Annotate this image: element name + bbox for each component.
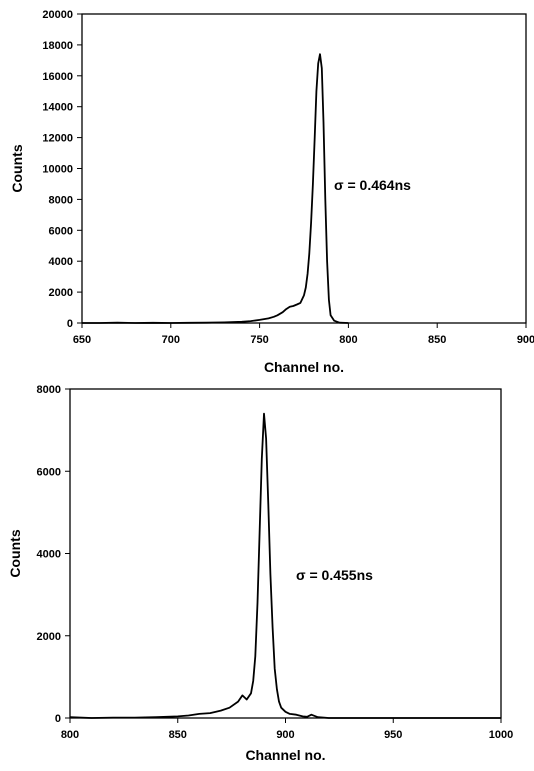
top-chart: 0 2000 4000 6000 8000 10000 12000 14000 16000 180… (0, 0, 534, 385)
y-tick-label: 8000 (37, 385, 61, 396)
plot-frame (81, 13, 527, 324)
plot-frame (69, 388, 502, 719)
y-tick-label: 14000 (42, 102, 73, 114)
x-tick-label: 800 (61, 729, 79, 741)
y-tick-label: 0 (55, 713, 61, 725)
y-tick-label: 2000 (49, 287, 73, 299)
sigma-annotation: σ = 0.464ns (334, 177, 411, 193)
x-axis-label: Channel no. (264, 359, 344, 375)
bottom-chart-svg: 0 2000 4000 6000 8000 800 850 900 950 1000 Channel… (7, 385, 513, 763)
y-tick-label: 4000 (49, 256, 73, 268)
y-tick-label: 12000 (42, 133, 73, 145)
x-tick-label: 700 (162, 334, 180, 346)
y-axis-label: Counts (7, 529, 23, 577)
y-tick-label: 6000 (49, 225, 73, 237)
y-tick-label: 10000 (42, 164, 73, 176)
y-tick-label: 18000 (42, 40, 73, 52)
y-tick-label: 8000 (49, 194, 73, 206)
y-tick-label: 0 (67, 318, 73, 330)
x-tick-label: 850 (169, 729, 187, 741)
x-tick-label: 1000 (489, 729, 513, 741)
bottom-chart: 0 2000 4000 6000 8000 800 850 900 950 1000 Channel… (0, 385, 534, 771)
x-tick-label: 750 (250, 334, 268, 346)
sigma-annotation: σ = 0.455ns (296, 567, 373, 583)
x-tick-label: 650 (73, 334, 91, 346)
x-tick-label: 950 (384, 729, 402, 741)
y-tick-label: 20000 (42, 9, 73, 21)
y-tick-label: 2000 (37, 631, 61, 643)
x-tick-label: 850 (428, 334, 446, 346)
x-tick-label: 900 (276, 729, 294, 741)
series-line (82, 53, 349, 324)
y-tick-label: 16000 (42, 71, 73, 83)
y-tick-label: 6000 (37, 466, 61, 478)
x-tick-label: 800 (339, 334, 357, 346)
y-tick-label: 4000 (37, 549, 61, 561)
x-axis-label: Channel no. (245, 747, 325, 763)
series-line (69, 412, 501, 719)
y-axis-label: Counts (9, 144, 25, 192)
x-tick-label: 900 (517, 334, 534, 346)
top-chart-svg: 0 2000 4000 6000 8000 10000 12000 14000 16000 180… (9, 9, 534, 375)
